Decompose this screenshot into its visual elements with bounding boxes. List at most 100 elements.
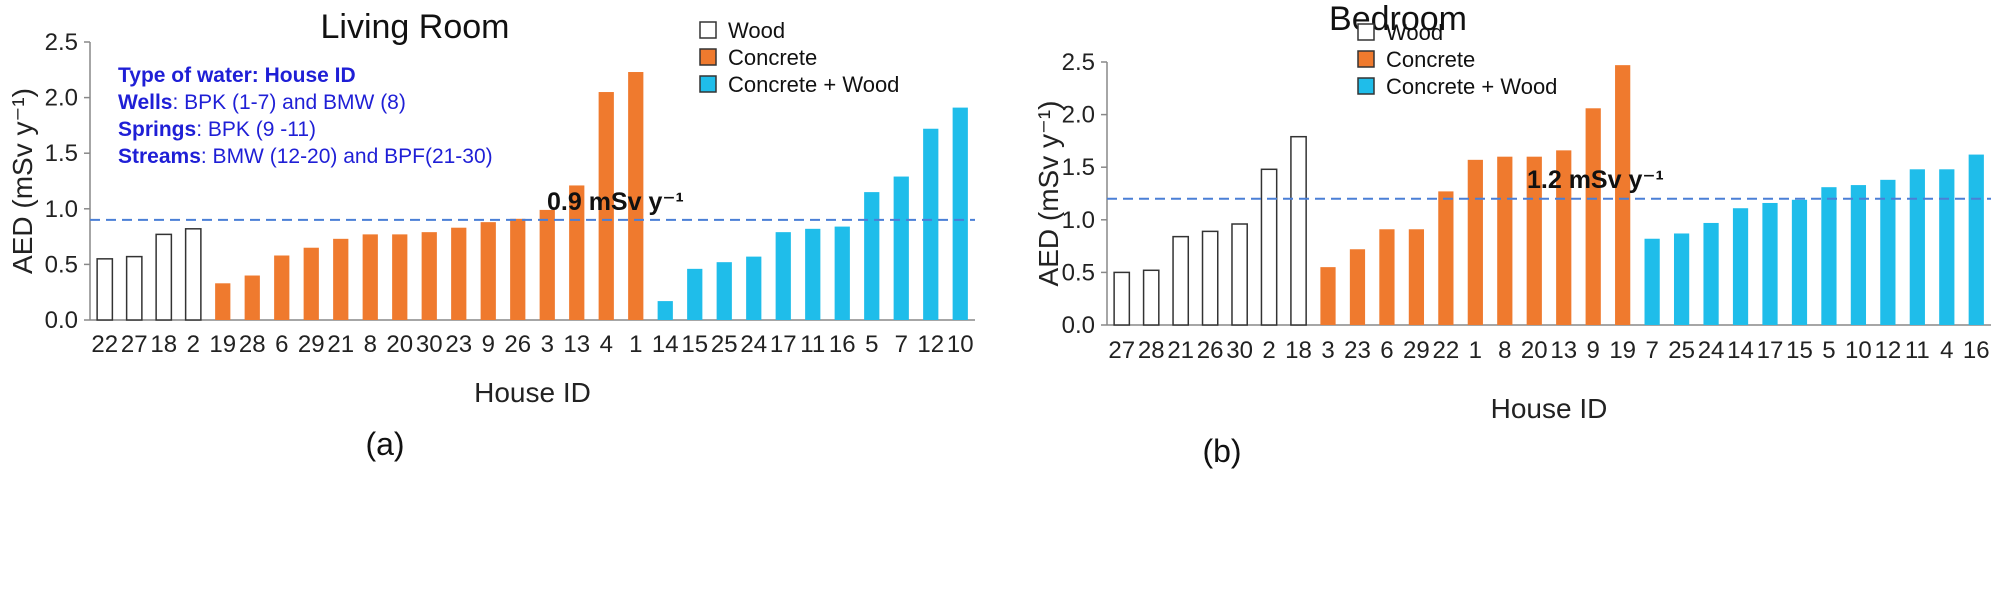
x-tick-label: 30: [1226, 337, 1253, 364]
bar-house-1: [1467, 159, 1483, 325]
x-tick-label: 20: [1521, 337, 1548, 364]
bar-house-25: [716, 262, 732, 320]
bar-house-3: [539, 209, 555, 320]
bar-house-1: [628, 72, 644, 320]
x-tick-label: 30: [416, 331, 443, 358]
panel-label: (b): [1202, 433, 1241, 469]
x-tick-label: 28: [1138, 337, 1165, 364]
y-tick-label: 1.5: [1062, 154, 1095, 181]
bar-house-11: [1909, 169, 1925, 325]
x-tick-label: 17: [1757, 337, 1784, 364]
bar-house-10: [1850, 185, 1867, 325]
bar-house-19: [215, 283, 231, 320]
y-tick-label: 2.0: [1062, 102, 1095, 129]
x-tick-label: 6: [1380, 337, 1393, 364]
x-tick-label: 8: [364, 331, 377, 358]
note-line: Type of water: House ID: [118, 64, 356, 87]
x-tick-label: 14: [652, 331, 679, 358]
bar-house-8: [1497, 156, 1513, 325]
bar-house-29: [303, 247, 319, 320]
x-tick-label: 8: [1498, 337, 1511, 364]
x-tick-label: 2: [187, 331, 200, 358]
bar-house-6: [274, 255, 290, 320]
note-line: Wells: BPK (1-7) and BMW (8): [118, 91, 406, 114]
x-tick-label: 19: [209, 331, 236, 358]
legend-label-concrete-wood: Concrete + Wood: [728, 72, 899, 97]
bar-house-9: [1585, 108, 1601, 326]
x-tick-label: 16: [829, 331, 856, 358]
note-line: Streams: BMW (12-20) and BPF(21-30): [118, 145, 493, 168]
x-tick-label: 23: [445, 331, 472, 358]
bar-house-22: [1438, 191, 1454, 325]
bar-house-18: [1290, 135, 1307, 326]
x-tick-label: 29: [298, 331, 325, 358]
y-tick-label: 0.5: [1062, 259, 1095, 286]
bar-house-23: [451, 227, 467, 320]
bar-house-6: [1379, 229, 1395, 325]
x-tick-label: 27: [121, 331, 148, 358]
x-tick-label: 10: [1845, 337, 1872, 364]
x-tick-label: 22: [91, 331, 118, 358]
y-tick-label: 0.0: [45, 307, 78, 334]
note-bold: Springs: [118, 118, 196, 141]
legend-label-wood: Wood: [1386, 20, 1443, 45]
x-tick-label: 5: [865, 331, 878, 358]
x-tick-label: 12: [1875, 337, 1902, 364]
x-tick-label: 12: [917, 331, 944, 358]
bar-house-13: [1556, 150, 1572, 325]
y-axis-label: AED (mSv y⁻¹): [1033, 101, 1064, 287]
legend-swatch-concrete-wood: [699, 75, 717, 93]
x-tick-label: 2: [1262, 337, 1275, 364]
x-tick-label: 22: [1433, 337, 1460, 364]
x-tick-label: 16: [1963, 337, 1990, 364]
x-tick-label: 15: [1786, 337, 1813, 364]
threshold-label: 0.9 mSv y⁻¹: [547, 188, 684, 216]
bar-house-15: [1791, 199, 1808, 325]
x-tick-label: 26: [504, 331, 531, 358]
bar-house-12: [1880, 179, 1896, 325]
bar-house-28: [244, 275, 260, 320]
x-tick-label: 21: [1167, 337, 1194, 364]
panel-label: (a): [365, 426, 404, 462]
threshold-label: 1.2 mSv y⁻¹: [1527, 166, 1664, 194]
x-tick-label: 11: [1905, 337, 1930, 364]
bar-house-5: [1821, 187, 1837, 325]
bar-house-15: [687, 268, 703, 320]
bar-house-9: [480, 222, 496, 320]
note-bold: Type of water: House ID: [118, 64, 356, 87]
bar-house-22: [96, 258, 114, 321]
bar-house-27: [125, 255, 143, 321]
x-tick-label: 23: [1344, 337, 1371, 364]
bar-house-27: [1113, 271, 1131, 326]
chart-title: Living Room: [321, 8, 510, 46]
x-tick-label: 18: [150, 331, 177, 358]
x-tick-label: 13: [1550, 337, 1577, 364]
y-axis-label: AED (mSv y⁻¹): [7, 88, 38, 274]
x-tick-label: 24: [740, 331, 767, 358]
bar-house-20: [392, 234, 408, 320]
x-tick-label: 4: [1940, 337, 1953, 364]
y-tick-label: 1.0: [1062, 207, 1095, 234]
bar-house-26: [510, 218, 526, 320]
x-tick-label: 29: [1403, 337, 1430, 364]
bar-house-16: [1968, 154, 1984, 325]
legend-label-concrete: Concrete: [1386, 47, 1475, 72]
x-tick-label: 3: [541, 331, 554, 358]
legend-label-concrete-wood: Concrete + Wood: [1386, 74, 1557, 99]
bar-house-4: [598, 92, 614, 320]
bar-house-10: [952, 107, 968, 320]
x-tick-label: 17: [770, 331, 797, 358]
bar-house-7: [1644, 238, 1660, 325]
bar-house-2: [184, 228, 202, 321]
legend-label-concrete: Concrete: [728, 45, 817, 70]
x-tick-label: 10: [947, 331, 974, 358]
x-tick-label: 4: [600, 331, 613, 358]
bar-house-14: [657, 301, 673, 320]
bar-house-24: [746, 256, 762, 320]
chart-a: Living Room 0.0 0.5 1.0 1.5 2.0 2.5 AED (mSv y⁻…: [7, 8, 975, 462]
bar-house-14: [1732, 208, 1749, 325]
legend-swatch-wood: [699, 21, 717, 39]
bar-house-7: [893, 176, 909, 320]
legend-swatch-concrete: [699, 48, 717, 66]
